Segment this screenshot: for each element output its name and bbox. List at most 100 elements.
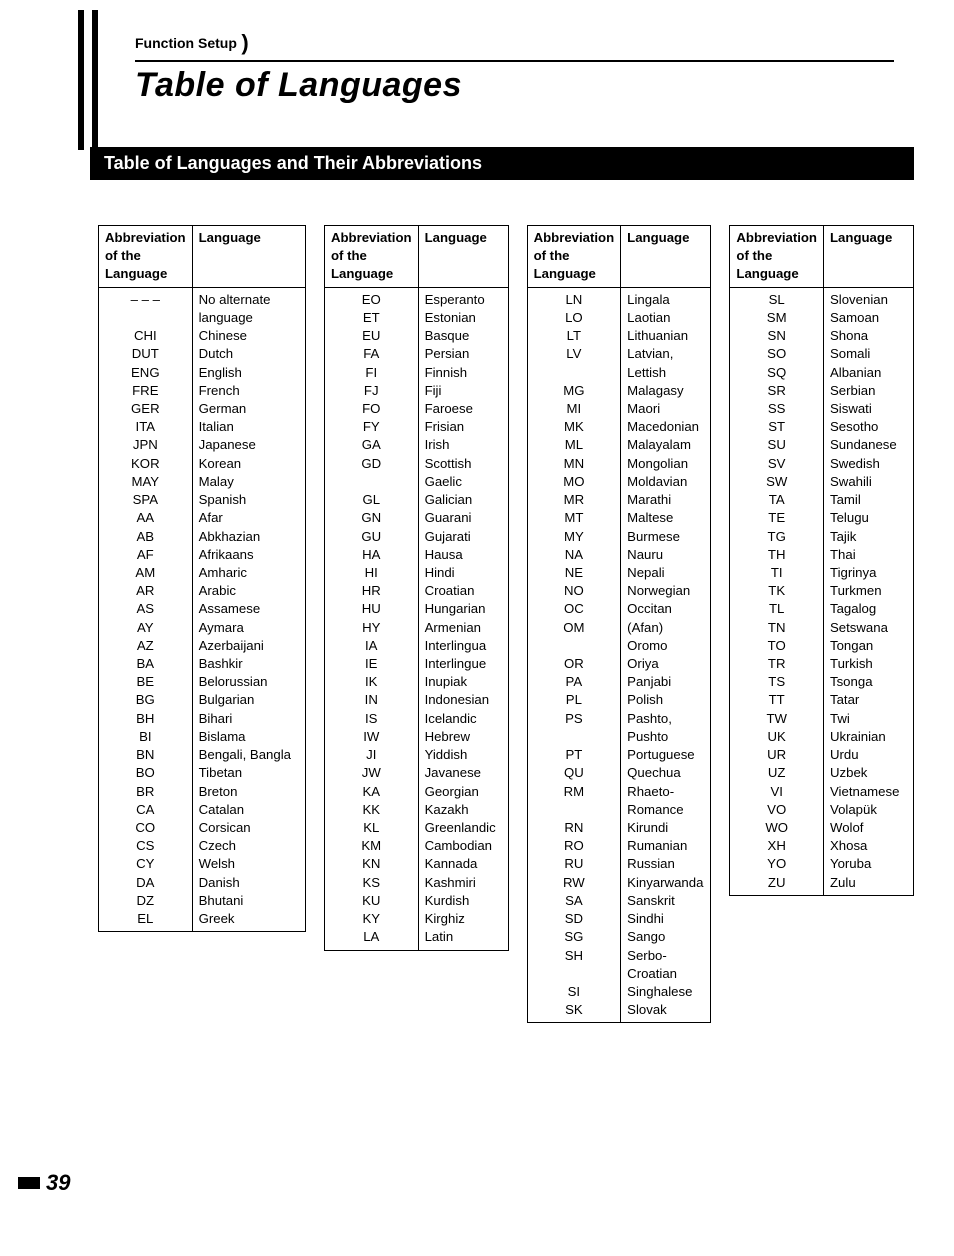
table-row: AZAzerbaijani: [99, 637, 306, 655]
table-row: ZUZulu: [730, 874, 914, 896]
language-cell: Danish: [192, 874, 305, 892]
language-cell: Galician: [418, 491, 508, 509]
table-row: HIHindi: [324, 564, 508, 582]
language-cell: Afar: [192, 509, 305, 527]
abbr-cell: TL: [730, 600, 824, 618]
abbr-cell: JI: [324, 746, 418, 764]
language-cell: Sanskrit: [621, 892, 711, 910]
page: Function Setup ) Table of Languages Tabl…: [0, 0, 954, 1256]
col-header-abbr: Abbreviationof theLanguage: [324, 226, 418, 288]
language-cell: Pashto, Pushto: [621, 710, 711, 746]
language-cell: Ukrainian: [824, 728, 914, 746]
table-row: MRMarathi: [527, 491, 711, 509]
language-cell: Xhosa: [824, 837, 914, 855]
language-cell: Breton: [192, 783, 305, 801]
abbr-cell: UK: [730, 728, 824, 746]
language-cell: Frisian: [418, 418, 508, 436]
abbr-cell: AA: [99, 509, 193, 527]
abbr-cell: FA: [324, 345, 418, 363]
col-header-abbr: Abbreviationof theLanguage: [99, 226, 193, 288]
table-row: EUBasque: [324, 327, 508, 345]
abbr-cell: SU: [730, 436, 824, 454]
abbr-cell: SI: [527, 983, 621, 1001]
language-cell: Panjabi: [621, 673, 711, 691]
language-cell: Nepali: [621, 564, 711, 582]
language-cell: Lithuanian: [621, 327, 711, 345]
table-row: MNMongolian: [527, 455, 711, 473]
language-cell: Thai: [824, 546, 914, 564]
table-row: BHBihari: [99, 710, 306, 728]
page-number-block: 39: [18, 1170, 70, 1196]
abbr-cell: GU: [324, 528, 418, 546]
abbr-cell: XH: [730, 837, 824, 855]
table-row: KKKazakh: [324, 801, 508, 819]
abbr-cell: EL: [99, 910, 193, 932]
language-table: Abbreviationof theLanguageLanguageSLSlov…: [729, 225, 914, 896]
abbr-cell: HA: [324, 546, 418, 564]
abbr-cell: NA: [527, 546, 621, 564]
abbr-cell: BR: [99, 783, 193, 801]
language-table: Abbreviationof theLanguageLanguage– – –N…: [98, 225, 306, 932]
abbr-cell: AB: [99, 528, 193, 546]
table-row: KAGeorgian: [324, 783, 508, 801]
language-cell: Hindi: [418, 564, 508, 582]
language-cell: Icelandic: [418, 710, 508, 728]
table-row: TATamil: [730, 491, 914, 509]
table-row: COCorsican: [99, 819, 306, 837]
language-cell: Sesotho: [824, 418, 914, 436]
table-row: HAHausa: [324, 546, 508, 564]
language-cell: French: [192, 382, 305, 400]
language-cell: Tibetan: [192, 764, 305, 782]
language-cell: Aymara: [192, 619, 305, 637]
table-row: TETelugu: [730, 509, 914, 527]
table-row: SLSlovenian: [730, 287, 914, 309]
abbr-cell: RM: [527, 783, 621, 819]
table-row: IAInterlingua: [324, 637, 508, 655]
language-cell: Greenlandic: [418, 819, 508, 837]
abbr-cell: WO: [730, 819, 824, 837]
language-cell: Czech: [192, 837, 305, 855]
language-cell: Somali: [824, 345, 914, 363]
language-cell: Vietnamese: [824, 783, 914, 801]
table-row: JPNJapanese: [99, 436, 306, 454]
language-cell: Malagasy: [621, 382, 711, 400]
edge-bar-long: [92, 10, 98, 160]
abbr-cell: QU: [527, 764, 621, 782]
table-row: ENGEnglish: [99, 364, 306, 382]
abbr-cell: – – –: [99, 287, 193, 327]
language-cell: Maori: [621, 400, 711, 418]
abbr-cell: SO: [730, 345, 824, 363]
table-row: HRCroatian: [324, 582, 508, 600]
table-row: URUrdu: [730, 746, 914, 764]
table-row: RNKirundi: [527, 819, 711, 837]
col-header-language: Language: [418, 226, 508, 288]
table-row: IKInupiak: [324, 673, 508, 691]
abbr-cell: ET: [324, 309, 418, 327]
abbr-cell: DUT: [99, 345, 193, 363]
abbr-cell: RU: [527, 855, 621, 873]
language-cell: Bhutani: [192, 892, 305, 910]
table-row: SVSwedish: [730, 455, 914, 473]
abbr-cell: CY: [99, 855, 193, 873]
language-cell: Turkish: [824, 655, 914, 673]
abbr-cell: BI: [99, 728, 193, 746]
table-row: SRSerbian: [730, 382, 914, 400]
abbr-cell: OC: [527, 600, 621, 618]
abbr-cell: PT: [527, 746, 621, 764]
abbr-cell: UZ: [730, 764, 824, 782]
table-row: TWTwi: [730, 710, 914, 728]
language-cell: Belorussian: [192, 673, 305, 691]
language-cell: Malayalam: [621, 436, 711, 454]
abbr-cell: MN: [527, 455, 621, 473]
table-row: CHIChinese: [99, 327, 306, 345]
table-row: DZBhutani: [99, 892, 306, 910]
abbr-cell: MAY: [99, 473, 193, 491]
abbr-cell: MO: [527, 473, 621, 491]
language-cell: Occitan: [621, 600, 711, 618]
abbr-cell: HR: [324, 582, 418, 600]
abbr-cell: SA: [527, 892, 621, 910]
abbr-cell: ZU: [730, 874, 824, 896]
language-cell: Volapük: [824, 801, 914, 819]
language-cell: Corsican: [192, 819, 305, 837]
language-cell: German: [192, 400, 305, 418]
